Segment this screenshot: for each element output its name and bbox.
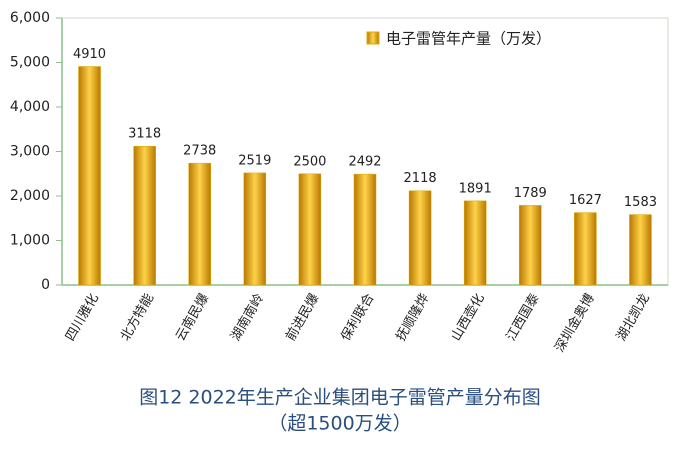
x-tick-label: 云南民爆: [172, 291, 212, 344]
bar: [243, 172, 267, 286]
x-tick-label: 山西壶化: [449, 291, 488, 344]
y-tick-label: 3,000: [10, 144, 50, 160]
data-label: 2738: [183, 144, 216, 159]
chart-title: 图12 2022年生产企业集团电子雷管产量分布图: [139, 387, 541, 409]
x-tick-label: 四川雅化: [63, 291, 102, 344]
legend-label: 电子雷管年产量（万发）: [386, 30, 551, 48]
bar: [463, 200, 487, 286]
data-label: 2118: [404, 171, 437, 186]
data-label: 1789: [514, 186, 547, 201]
data-label: 2519: [238, 153, 271, 168]
bar: [133, 145, 156, 286]
bar: [519, 205, 542, 286]
y-tick-label: 6,000: [10, 10, 50, 26]
bar: [188, 162, 211, 286]
y-tick-label: 5,000: [10, 55, 50, 71]
x-tick-label: 抚顺隆烨: [394, 291, 433, 344]
data-label: 3118: [128, 127, 161, 142]
bar: [629, 214, 652, 286]
y-tick-label: 1,000: [10, 233, 50, 249]
y-tick-label: 2,000: [10, 188, 50, 204]
data-label: 4910: [73, 47, 106, 62]
x-tick-label: 北方特能: [117, 291, 157, 344]
y-tick-label: 0: [41, 277, 50, 293]
bar: [78, 66, 101, 286]
x-tick-label: 深圳金奥博: [551, 291, 597, 355]
chart-subtitle: （超1500万发）: [268, 413, 411, 435]
bar: [408, 190, 432, 286]
bar: [574, 212, 597, 286]
data-label: 2492: [348, 155, 381, 170]
x-tick-label: 江西国泰: [504, 291, 543, 344]
y-tick-label: 4,000: [10, 99, 50, 115]
data-label: 1891: [459, 181, 492, 196]
data-label: 1583: [624, 195, 657, 210]
x-tick-label: 保利联合: [338, 291, 377, 344]
x-tick-label: 湖南南岭: [227, 291, 267, 344]
bar: [353, 173, 377, 286]
data-label: 2500: [293, 154, 326, 169]
bar: [298, 173, 322, 286]
x-tick-label: 前进民爆: [283, 291, 323, 344]
x-tick-label: 湖北凯龙: [614, 291, 653, 344]
data-label: 1627: [569, 193, 602, 208]
legend-swatch: [366, 31, 380, 45]
